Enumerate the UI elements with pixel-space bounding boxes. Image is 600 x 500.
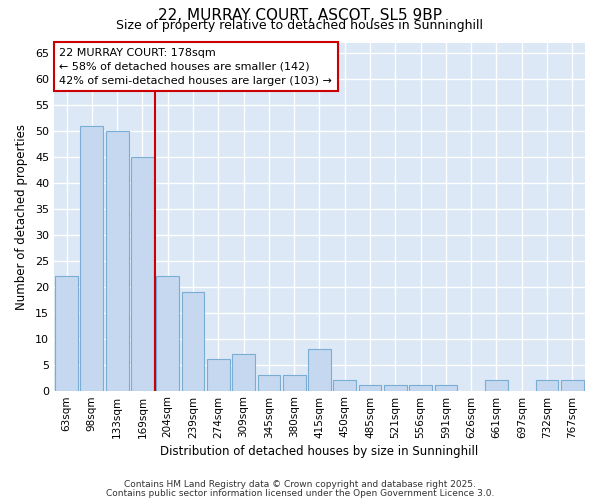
Bar bbox=[384, 386, 407, 390]
Bar bbox=[283, 375, 305, 390]
Text: Size of property relative to detached houses in Sunninghill: Size of property relative to detached ho… bbox=[116, 19, 484, 32]
Bar bbox=[334, 380, 356, 390]
Text: Contains HM Land Registry data © Crown copyright and database right 2025.: Contains HM Land Registry data © Crown c… bbox=[124, 480, 476, 489]
Bar bbox=[434, 386, 457, 390]
Bar bbox=[485, 380, 508, 390]
Bar bbox=[561, 380, 584, 390]
Text: 22 MURRAY COURT: 178sqm
← 58% of detached houses are smaller (142)
42% of semi-d: 22 MURRAY COURT: 178sqm ← 58% of detache… bbox=[59, 48, 332, 86]
Bar bbox=[308, 349, 331, 391]
Bar bbox=[131, 157, 154, 390]
Bar bbox=[182, 292, 205, 390]
Bar bbox=[106, 131, 128, 390]
X-axis label: Distribution of detached houses by size in Sunninghill: Distribution of detached houses by size … bbox=[160, 444, 479, 458]
Bar bbox=[157, 276, 179, 390]
Bar bbox=[232, 354, 255, 391]
Y-axis label: Number of detached properties: Number of detached properties bbox=[15, 124, 28, 310]
Bar bbox=[359, 386, 382, 390]
Bar bbox=[409, 386, 432, 390]
Bar bbox=[55, 276, 78, 390]
Bar bbox=[80, 126, 103, 390]
Bar bbox=[207, 360, 230, 390]
Bar bbox=[257, 375, 280, 390]
Text: 22, MURRAY COURT, ASCOT, SL5 9BP: 22, MURRAY COURT, ASCOT, SL5 9BP bbox=[158, 8, 442, 22]
Text: Contains public sector information licensed under the Open Government Licence 3.: Contains public sector information licen… bbox=[106, 488, 494, 498]
Bar bbox=[536, 380, 559, 390]
